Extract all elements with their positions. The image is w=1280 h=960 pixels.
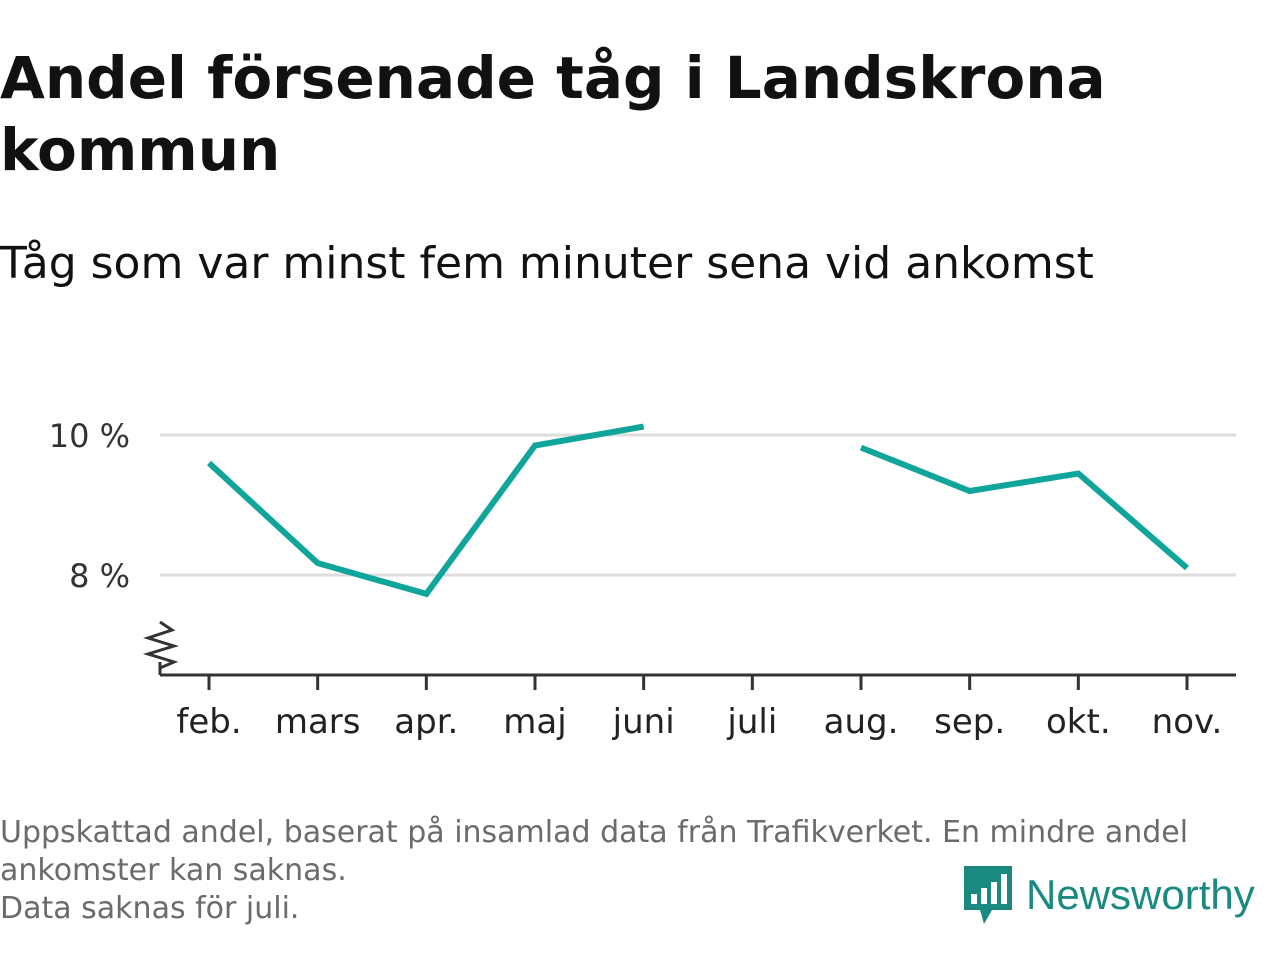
x-axis bbox=[142, 620, 1236, 677]
series-line-segment-1 bbox=[206, 423, 645, 598]
x-tick-label: juni bbox=[612, 702, 675, 742]
x-tick-label: aug. bbox=[824, 702, 899, 742]
source-note: Uppskattad andel, baserat på insamlad da… bbox=[0, 815, 1189, 888]
newsworthy-logo-icon bbox=[964, 866, 1012, 924]
x-axis-ticks: feb. mars apr. maj juni juli aug. sep. okt. nov. bbox=[176, 675, 1222, 742]
missing-data-note: Data saknas för juli. bbox=[0, 891, 300, 926]
x-tick-label: apr. bbox=[394, 702, 458, 742]
series-lines bbox=[206, 423, 1189, 598]
newsworthy-logo: Newsworthy bbox=[962, 862, 1255, 928]
y-axis-break-icon bbox=[142, 620, 180, 670]
grid-lines bbox=[160, 433, 1236, 577]
x-tick-label: mars bbox=[275, 702, 361, 742]
newsworthy-logo-text: Newsworthy bbox=[1026, 871, 1255, 918]
x-tick-label: okt. bbox=[1046, 702, 1111, 742]
x-tick-label: sep. bbox=[934, 702, 1005, 742]
chart-title: Andel försenade tåg i Landskrona kommun bbox=[0, 44, 1106, 184]
y-tick-label: 10 % bbox=[49, 417, 130, 455]
chart-subtitle: Tåg som var minst fem minuter sena vid a… bbox=[0, 238, 1094, 289]
x-tick-label: feb. bbox=[176, 702, 241, 742]
series-line-segment-2 bbox=[859, 444, 1189, 571]
y-axis-ticks: 8 % 10 % bbox=[49, 417, 130, 595]
x-tick-label: nov. bbox=[1152, 702, 1223, 742]
y-tick-label: 8 % bbox=[69, 557, 130, 595]
x-tick-label: maj bbox=[503, 702, 566, 742]
x-tick-label: juli bbox=[726, 702, 777, 742]
line-chart: 8 % 10 % feb. mars apr. maj juni juli aug. sep. o… bbox=[49, 417, 1236, 742]
